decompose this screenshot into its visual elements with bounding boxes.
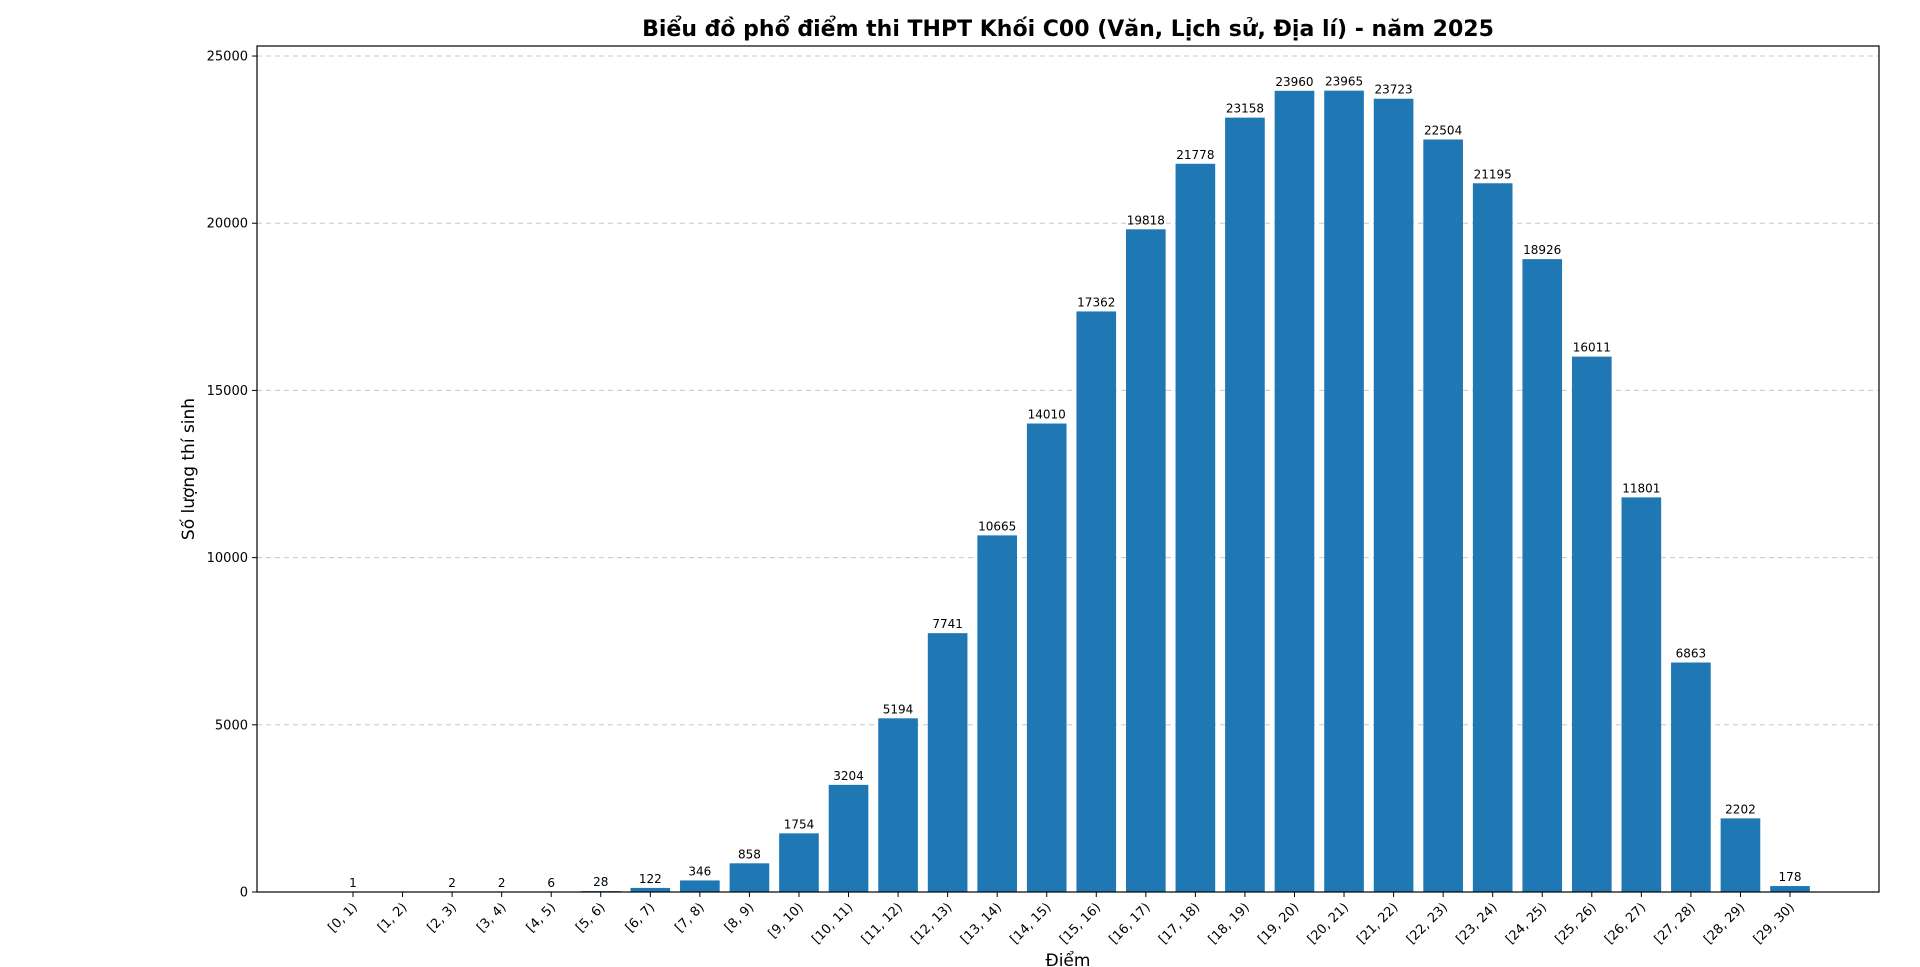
bar [1571,356,1612,892]
x-tick-label: [1, 2) [375,900,410,935]
bar-value-label: 2 [498,876,506,890]
x-tick-label: [26, 27) [1602,900,1649,947]
bar-value-label: 22504 [1424,123,1462,137]
x-tick-label: [10, 11) [809,900,856,947]
x-tick-label: [21, 22) [1354,900,1401,947]
x-tick-label: [29, 30) [1751,900,1798,947]
y-tick-label: 5000 [215,718,248,733]
bar [1274,90,1315,892]
bar-value-label: 23960 [1275,75,1313,89]
y-tick-label: 15000 [207,384,248,399]
bar-value-label: 2202 [1725,802,1756,816]
x-tick-label: [14, 15) [1008,900,1055,947]
x-tick-label: [22, 23) [1404,900,1451,947]
bar [729,863,770,892]
bar [779,833,819,892]
y-axis-label: Số lượng thí sinh [178,398,199,540]
bar-value-label: 11801 [1622,481,1660,495]
bar [680,880,720,892]
bar [1373,98,1414,892]
x-tick-label: [23, 24) [1453,900,1500,947]
x-tick-label: [25, 26) [1553,900,1600,947]
plot-area-frame [256,45,1880,893]
x-tick-label: [5, 6) [573,900,608,935]
x-tick-label: [16, 17) [1107,900,1154,947]
bar-value-label: 2 [448,876,456,890]
x-tick-label: [13, 14) [958,900,1005,947]
y-tick-label: 0 [240,886,248,901]
bar-value-label: 21778 [1176,148,1214,162]
x-axis: [0, 1) [1, 2) [2, 3) [3, 4) [4, 5) [5, 6) [6, … [326,892,1798,947]
bar [1126,229,1166,892]
x-tick-label: [18, 19) [1206,900,1253,947]
bar-value-label: 23965 [1325,75,1363,89]
x-tick-label: [12, 13) [908,900,955,947]
bar-value-label: 10665 [978,519,1016,533]
x-tick-label: [24, 25) [1503,900,1550,947]
bar-value-label: 28 [593,875,608,889]
x-tick-label: [27, 28) [1652,900,1699,947]
bar-value-labels: 1 2 2 6 28 1223468581754320451947741106651401… [349,75,1801,890]
bar-value-label: 17362 [1077,295,1115,309]
x-axis-label: Điểm [1046,950,1091,967]
bar [1175,163,1216,892]
bar [1423,139,1463,893]
x-tick-label: [6, 7) [623,900,658,935]
bar-value-label: 122 [639,872,662,886]
bar-value-label: 178 [1779,870,1802,884]
bar-value-label: 16011 [1573,341,1611,355]
y-tick-label: 25000 [207,50,248,65]
bar [1026,423,1067,892]
bar [1076,311,1117,893]
bar-value-label: 3204 [833,769,864,783]
bar [1720,818,1761,892]
bar-value-label: 6863 [1676,647,1707,661]
bar-value-label: 6 [547,876,555,890]
x-tick-label: [20, 21) [1305,900,1352,947]
y-axis: 0 5000 10000 15000 20000 25000 [207,50,257,901]
x-tick-label: [28, 29) [1701,900,1748,947]
bar-value-label: 19818 [1127,213,1165,227]
bar-value-label: 23158 [1226,102,1264,116]
x-tick-label: [7, 8) [672,900,707,935]
bar-value-label: 14010 [1028,408,1066,422]
x-tick-label: [17, 18) [1156,900,1203,947]
x-tick-label: [15, 16) [1057,900,1104,947]
bar [1522,259,1563,892]
x-tick-label: [0, 1) [326,900,361,935]
bar [927,633,968,892]
bar [1671,662,1711,892]
x-tick-label: [19, 20) [1255,900,1302,947]
x-tick-label: [4, 5) [524,900,559,935]
bar [977,535,1017,892]
bar [1324,90,1364,893]
bar [1472,183,1513,893]
bar [1770,886,1810,892]
x-tick-label: [2, 3) [425,900,460,935]
bar [878,718,918,892]
x-tick-label: [9, 10) [766,900,807,941]
bar-value-label: 1 [349,876,357,890]
chart-title: Biểu đồ phổ điểm thi THPT Khối C00 (Văn,… [642,16,1494,42]
bar-value-label: 1754 [784,817,815,831]
bar-value-label: 858 [738,847,761,861]
bar [828,784,869,892]
bar-value-label: 18926 [1523,243,1561,257]
x-tick-label: [11, 12) [859,900,906,947]
bar-value-label: 346 [688,864,711,878]
bar [1225,117,1265,892]
y-tick-label: 10000 [207,551,248,566]
bar-value-label: 21195 [1474,167,1512,181]
x-tick-label: [3, 4) [474,900,509,935]
bars [333,90,1810,893]
bar [1621,497,1662,892]
bar-value-label: 23723 [1374,83,1412,97]
bar [630,887,671,892]
x-tick-label: [8, 9) [722,900,757,935]
bar-value-label: 5194 [883,702,914,716]
y-tick-label: 20000 [207,217,248,232]
bar-value-label: 7741 [932,617,963,631]
